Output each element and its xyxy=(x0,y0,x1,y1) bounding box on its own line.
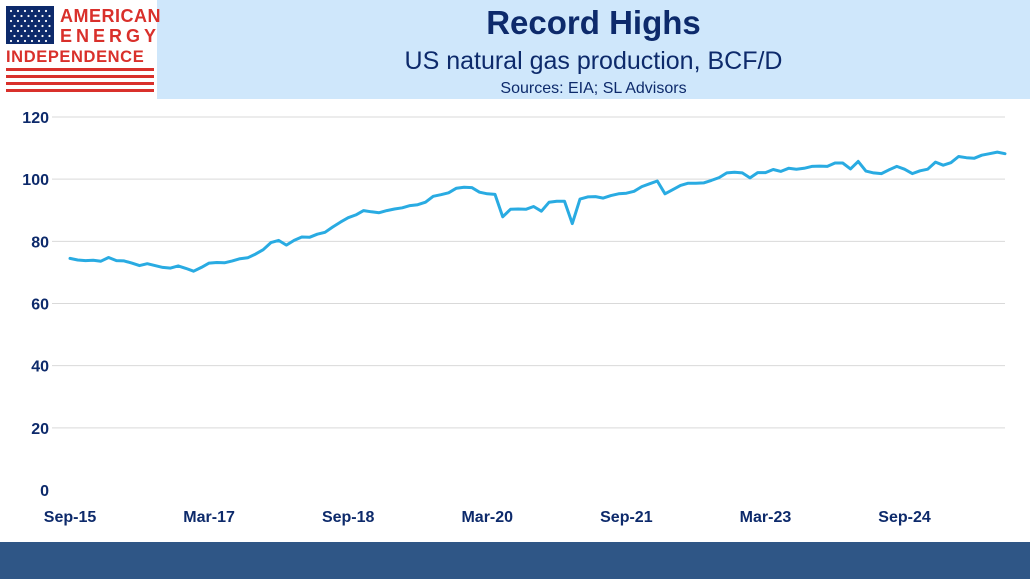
y-axis-ticks: 0 20 40 60 80 100 120 xyxy=(22,110,49,500)
y-tick-label: 40 xyxy=(31,359,49,376)
y-tick-label: 20 xyxy=(31,421,49,438)
chart-sources: Sources: EIA; SL Advisors xyxy=(500,80,687,97)
x-tick-label: Mar-23 xyxy=(740,509,792,526)
series-line-gas-production xyxy=(68,150,1007,273)
chart-gridlines xyxy=(52,116,1005,429)
chart-header: Record Highs US natural gas production, … xyxy=(157,0,1030,99)
logo-text-energy: ENERGY xyxy=(60,26,161,46)
logo-text-american: AMERICAN xyxy=(60,6,161,26)
x-tick-label: Sep-21 xyxy=(600,509,653,526)
y-tick-label: 60 xyxy=(31,297,49,314)
x-axis-ticks: Sep-15 Mar-17 Sep-18 Mar-20 Sep-21 Mar-23 Sep-… xyxy=(44,509,931,526)
chart-subtitle: US natural gas production, BCF/D xyxy=(404,47,783,75)
x-tick-label: Sep-24 xyxy=(878,509,931,526)
footer-bar xyxy=(0,542,1030,579)
gas-production-line-chart: 0 20 40 60 80 100 120 Sep-15 Mar-17 Sep-18 Mar-20… xyxy=(22,110,1007,526)
x-tick-label: Sep-15 xyxy=(44,509,97,526)
x-tick-label: Mar-20 xyxy=(461,509,513,526)
y-tick-label: 100 xyxy=(22,172,49,189)
y-tick-label: 80 xyxy=(31,234,49,251)
us-flag-icon xyxy=(6,6,54,44)
american-energy-independence-logo: AMERICAN ENERGY INDEPENDENCE xyxy=(6,6,161,92)
logo-text-independence: INDEPENDENCE xyxy=(6,48,145,66)
x-tick-label: Mar-17 xyxy=(183,509,235,526)
chart-title: Record Highs xyxy=(486,4,701,41)
x-tick-label: Sep-18 xyxy=(322,509,375,526)
logo-stripes-icon xyxy=(6,68,154,92)
y-tick-label: 120 xyxy=(22,110,49,127)
y-tick-label: 0 xyxy=(40,483,49,500)
